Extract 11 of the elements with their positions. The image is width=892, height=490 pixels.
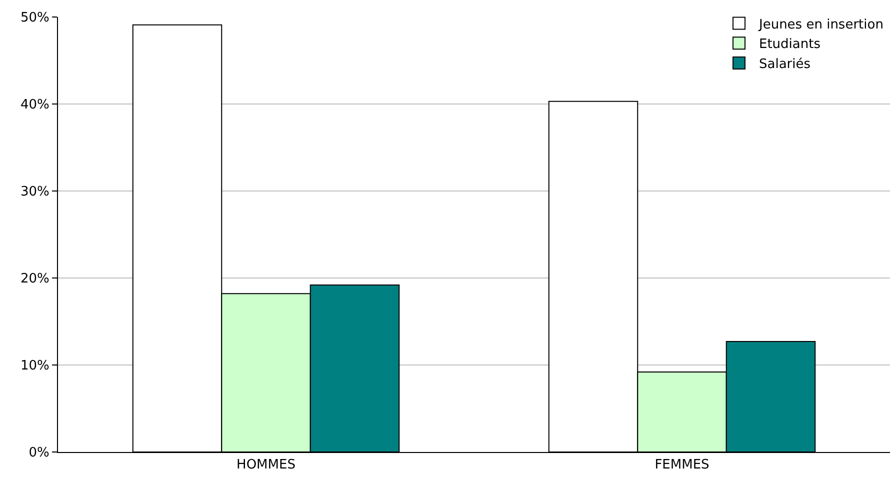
y-tick-label: 0% xyxy=(28,446,50,461)
y-tick-label: 50% xyxy=(20,10,50,26)
y-tick-label: 40% xyxy=(20,98,50,113)
x-tick-label: FEMMES xyxy=(654,458,710,473)
legend-label: Salariés xyxy=(759,57,811,72)
legend-label: Jeunes en insertion xyxy=(758,17,884,32)
x-tick-label: HOMMES xyxy=(236,458,296,473)
y-tick-label: 20% xyxy=(20,272,50,287)
legend-label: Etudiants xyxy=(759,37,821,52)
y-tick-label: 30% xyxy=(20,184,50,200)
y-tick-label: 10% xyxy=(20,358,50,374)
